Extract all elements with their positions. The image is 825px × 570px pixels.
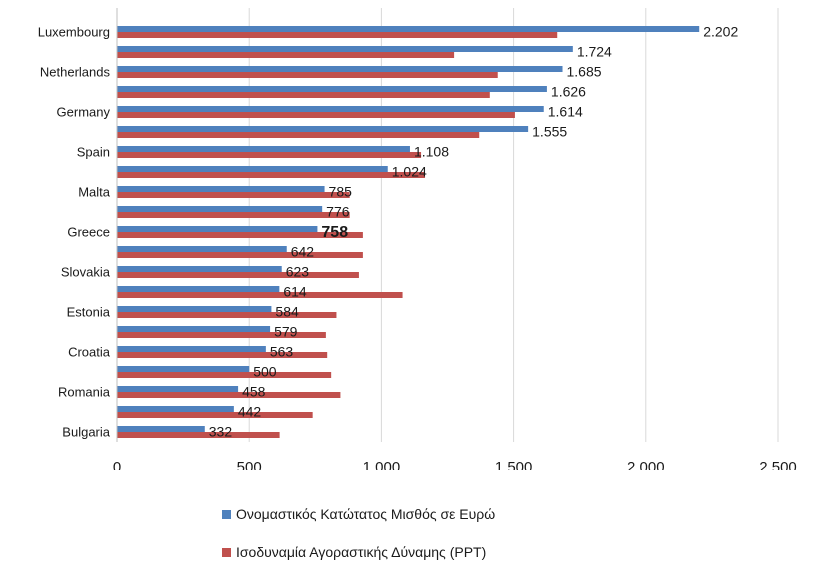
bar-nominal-15 (117, 326, 271, 332)
bar-nominal-20 (117, 426, 205, 432)
category-label-12: Slovakia (61, 264, 111, 279)
bar-nominal-5 (117, 126, 529, 132)
data-label-11: 642 (291, 244, 315, 260)
category-label-6: Spain (77, 144, 110, 159)
legend-item-nominal-wage: Ονομαστικός Κατώτατος Μισθός σε Ευρώ (222, 506, 495, 522)
data-label-8: 785 (329, 184, 353, 200)
x-tick-label-2: 1.000 (363, 459, 401, 470)
bar-nominal-13 (117, 286, 280, 292)
bar-ppt-4 (117, 112, 515, 118)
bar-ppt-11 (117, 252, 363, 258)
bar-ppt-19 (117, 412, 313, 418)
bar-nominal-9 (117, 206, 323, 212)
data-label-15: 579 (274, 324, 298, 340)
data-label-19: 442 (238, 404, 262, 420)
legend-swatch-blue (222, 509, 231, 519)
bar-ppt-10 (117, 232, 363, 238)
data-label-3: 1.626 (551, 84, 586, 100)
x-tick-label-0: 0 (113, 459, 121, 470)
x-tick-label-5: 2.500 (759, 459, 797, 470)
data-label-6: 1.108 (414, 144, 449, 160)
bar-ppt-16 (117, 352, 328, 358)
category-label-16: Croatia (68, 344, 111, 359)
bar-nominal-17 (117, 366, 250, 372)
data-label-17: 500 (253, 364, 277, 380)
bar-nominal-7 (117, 166, 388, 172)
category-label-8: Malta (78, 184, 111, 199)
data-label-9: 776 (326, 204, 350, 220)
data-label-10: 758 (321, 224, 348, 241)
bar-nominal-12 (117, 266, 282, 272)
category-label-18: Romania (58, 384, 111, 399)
x-tick-label-1: 500 (237, 459, 262, 470)
category-label-14: Estonia (67, 304, 111, 319)
data-label-18: 458 (242, 384, 266, 400)
data-label-14: 584 (275, 304, 299, 320)
legend-label-ppt: Ισοδυναμία Αγοραστικής Δύναμης (PPT) (236, 544, 487, 560)
bar-ppt-3 (117, 92, 490, 98)
bar-ppt-8 (117, 192, 350, 198)
bar-nominal-16 (117, 346, 266, 352)
bar-ppt-7 (117, 172, 426, 178)
bar-nominal-2 (117, 66, 563, 72)
data-label-7: 1.024 (392, 164, 427, 180)
bar-ppt-20 (117, 432, 280, 438)
bar-ppt-12 (117, 272, 359, 278)
bar-nominal-19 (117, 406, 234, 412)
bar-nominal-11 (117, 246, 287, 252)
category-label-2: Netherlands (40, 64, 111, 79)
data-label-13: 614 (283, 284, 307, 300)
bar-ppt-15 (117, 332, 326, 338)
data-label-16: 563 (270, 344, 294, 360)
bar-ppt-0 (117, 32, 558, 38)
bar-chart: 2.202 Luxembourg 1.724 1.685 Netherlands 1.62… (38, 8, 797, 470)
bar-ppt-6 (117, 152, 422, 158)
data-label-2: 1.685 (567, 64, 602, 80)
data-label-1: 1.724 (577, 44, 612, 60)
data-label-0: 2.202 (703, 24, 738, 40)
legend-label-nominal-wage: Ονομαστικός Κατώτατος Μισθός σε Ευρώ (236, 506, 496, 522)
bar-ppt-1 (117, 52, 455, 58)
bar-nominal-6 (117, 146, 410, 152)
bar-nominal-8 (117, 186, 325, 192)
bar-nominal-4 (117, 106, 544, 112)
category-label-10: Greece (67, 224, 110, 239)
x-tick-label-4: 2.000 (627, 459, 665, 470)
x-tick-label-3: 1.500 (495, 459, 533, 470)
bar-nominal-10 (117, 226, 318, 232)
bar-nominal-14 (117, 306, 272, 312)
data-label-5: 1.555 (532, 124, 567, 140)
data-label-4: 1.614 (548, 104, 583, 120)
bar-ppt-2 (117, 72, 498, 78)
bar-ppt-17 (117, 372, 332, 378)
bar-nominal-3 (117, 86, 547, 92)
bar-ppt-13 (117, 292, 403, 298)
bar-ppt-18 (117, 392, 341, 398)
data-label-20: 332 (209, 424, 233, 440)
data-label-12: 623 (286, 264, 310, 280)
legend-item-ppt: Ισοδυναμία Αγοραστικής Δύναμης (PPT) (222, 544, 486, 560)
bar-ppt-5 (117, 132, 480, 138)
bar-nominal-18 (117, 386, 239, 392)
category-label-0: Luxembourg (38, 24, 110, 39)
legend-swatch-red (222, 547, 231, 557)
bar-ppt-9 (117, 212, 350, 218)
bar-ppt-14 (117, 312, 337, 318)
category-label-4: Germany (57, 104, 111, 119)
bar-nominal-0 (117, 26, 700, 32)
category-label-20: Bulgaria (62, 424, 110, 439)
bar-nominal-1 (117, 46, 573, 52)
